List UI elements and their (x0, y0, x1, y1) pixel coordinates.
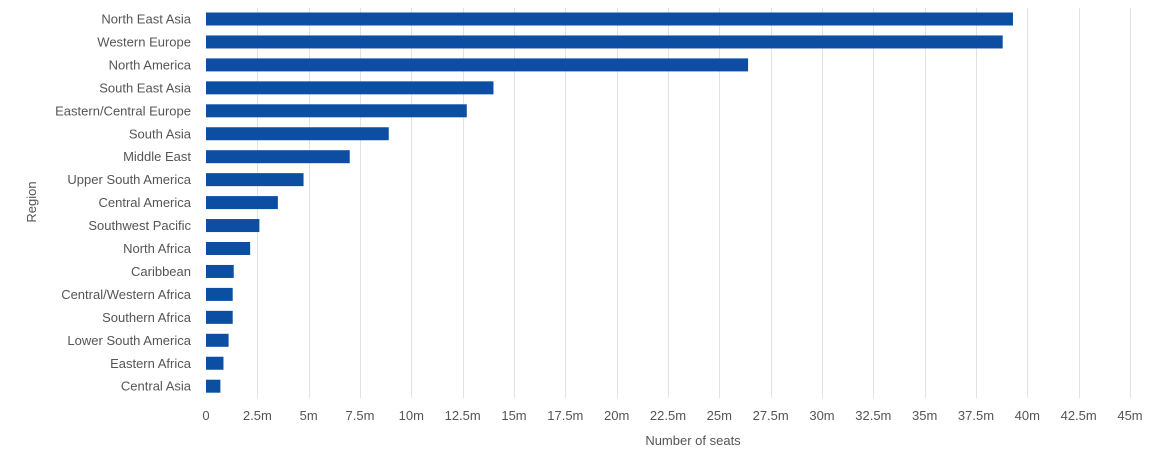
category-labels: North East Asia Western Europe North Ameri… (55, 12, 192, 394)
x-tick-label: 0 (202, 408, 209, 423)
category-label: Upper South America (67, 172, 191, 187)
category-label: South East Asia (99, 80, 192, 95)
x-tick-label: 15m (501, 408, 526, 423)
x-tick-label: 20m (604, 408, 629, 423)
category-label: North East Asia (101, 12, 191, 27)
x-tick-label: 45m (1117, 408, 1142, 423)
bar (206, 173, 304, 187)
category-label: Eastern Africa (110, 356, 192, 371)
x-tick-label: 25m (707, 408, 732, 423)
x-tick-label: 27.5m (753, 408, 789, 423)
bar (206, 196, 278, 210)
bar (206, 58, 749, 72)
category-label: South Asia (129, 126, 192, 141)
category-label: Southwest Pacific (88, 218, 191, 233)
category-label: Western Europe (97, 34, 191, 49)
x-tick-label: 40m (1015, 408, 1040, 423)
x-tick-label: 30m (809, 408, 834, 423)
bar (206, 242, 251, 255)
bar (206, 310, 233, 324)
x-tick-label: 10m (399, 408, 424, 423)
x-tick-label: 7.5m (346, 408, 375, 423)
bar (206, 356, 224, 370)
category-label: Eastern/Central Europe (55, 103, 191, 118)
bar (206, 35, 1003, 49)
x-tick-label: 32.5m (855, 408, 891, 423)
x-tick-labels: 0 2.5m 5m 7.5m 10m 12.5m 15m 17.5m 20m 22.5m 25m 27… (202, 408, 1142, 423)
x-tick-label: 22.5m (650, 408, 686, 423)
x-axis-title: Number of seats (645, 433, 741, 448)
x-tick-label: 5m (300, 408, 318, 423)
bar (206, 379, 221, 393)
category-label: Central America (99, 195, 192, 210)
category-label: Central/Western Africa (61, 287, 192, 302)
gridlines (257, 8, 1131, 398)
category-label: Southern Africa (102, 310, 192, 325)
bar (206, 219, 260, 233)
x-tick-label: 42.5m (1061, 408, 1097, 423)
y-axis-title: Region (24, 181, 39, 222)
bars (206, 12, 1013, 393)
bar (206, 287, 233, 301)
category-label: Caribbean (131, 264, 191, 279)
bar (206, 81, 494, 95)
bar (206, 127, 389, 141)
x-tick-label: 35m (912, 408, 937, 423)
x-tick-label: 2.5m (243, 408, 272, 423)
bar (206, 333, 229, 347)
bar (206, 12, 1013, 26)
bar (206, 104, 467, 118)
x-tick-label: 12.5m (445, 408, 481, 423)
x-tick-label: 17.5m (547, 408, 583, 423)
category-label: North America (109, 57, 192, 72)
bar (206, 150, 350, 164)
category-label: Middle East (123, 149, 191, 164)
category-label: Lower South America (67, 333, 191, 348)
category-label: Central Asia (121, 379, 192, 394)
category-label: North Africa (123, 241, 192, 256)
bar (206, 264, 234, 278)
x-tick-label: 37.5m (958, 408, 994, 423)
